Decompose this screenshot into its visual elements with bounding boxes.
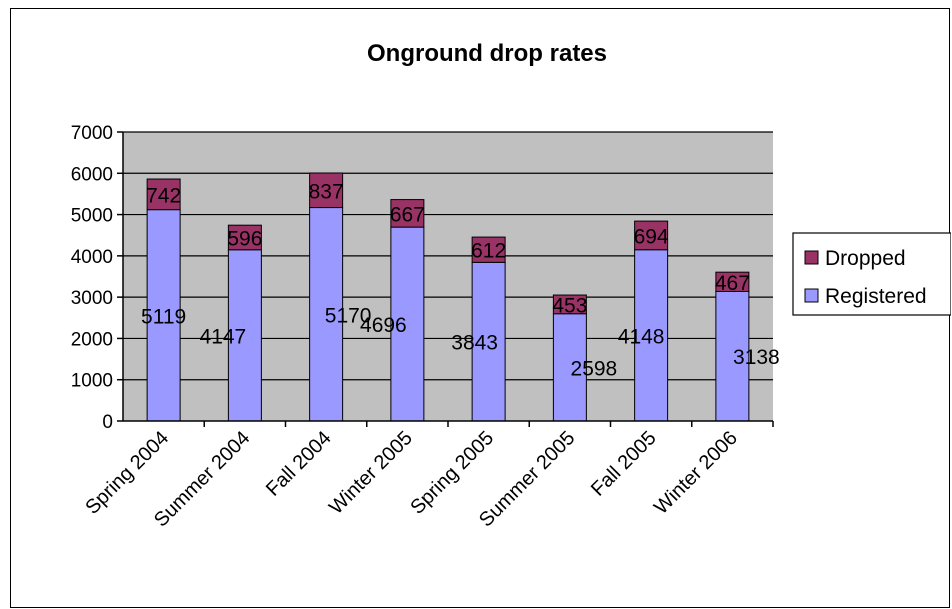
data-label-dropped: 596 bbox=[227, 227, 262, 250]
data-label-registered: 4148 bbox=[618, 325, 665, 348]
y-axis-ticks: 0 1000 2000 3000 4000 5000 6000 7000 bbox=[71, 123, 123, 433]
legend: Dropped Registered bbox=[792, 232, 951, 316]
data-labels: 742 5119 596 4147 837 5170 667 4696 612 3843 453 25… bbox=[141, 180, 780, 380]
bar-registered bbox=[227, 249, 262, 422]
y-tick-label: 4000 bbox=[71, 247, 113, 268]
legend-swatch bbox=[804, 288, 819, 303]
legend-swatch bbox=[804, 250, 819, 265]
bar-chart: Onground drop rates 0 1000 2000 3000 4000 500… bbox=[71, 40, 951, 531]
y-tick-label: 7000 bbox=[71, 123, 113, 144]
y-tick-label: 0 bbox=[102, 412, 113, 433]
y-tick-label: 2000 bbox=[71, 329, 113, 350]
x-tick-label: Winter 2006 bbox=[650, 427, 742, 519]
data-label-dropped: 453 bbox=[552, 294, 587, 317]
data-label-registered: 3843 bbox=[451, 332, 498, 355]
x-tick-label: Fall 2005 bbox=[587, 427, 661, 501]
data-label-registered: 4147 bbox=[200, 325, 247, 348]
bar-dropped bbox=[390, 199, 425, 228]
bar-dropped bbox=[634, 220, 669, 251]
bar-registered bbox=[634, 249, 669, 422]
x-tick-label: Fall 2004 bbox=[262, 427, 336, 501]
y-tick-label: 1000 bbox=[71, 371, 113, 392]
bar-registered bbox=[552, 313, 587, 422]
x-tick-label: Spring 2005 bbox=[406, 427, 498, 519]
data-label-registered: 2598 bbox=[571, 357, 618, 380]
bar-dropped bbox=[471, 236, 506, 263]
bar-dropped bbox=[552, 294, 587, 315]
bar-registered bbox=[390, 226, 425, 422]
y-tick-label: 3000 bbox=[71, 288, 113, 309]
chart-title: Onground drop rates bbox=[367, 40, 607, 67]
y-tick-label: 6000 bbox=[71, 164, 113, 185]
data-label-dropped: 742 bbox=[146, 184, 181, 207]
data-label-registered: 5119 bbox=[141, 305, 186, 328]
data-label-registered: 4696 bbox=[360, 314, 407, 337]
bar-registered bbox=[309, 207, 344, 422]
data-label-registered: 3138 bbox=[733, 346, 780, 369]
bars bbox=[146, 172, 750, 422]
data-label-dropped: 667 bbox=[390, 203, 425, 226]
x-tick-label: Winter 2005 bbox=[325, 427, 417, 519]
plot-area bbox=[123, 132, 773, 421]
data-label-dropped: 467 bbox=[715, 272, 750, 295]
legend-box bbox=[792, 232, 951, 316]
data-label-dropped: 612 bbox=[471, 240, 506, 263]
data-label-dropped: 694 bbox=[634, 225, 669, 248]
chart-area: Onground drop rates 0 1000 2000 3000 4000 500… bbox=[10, 8, 951, 608]
data-label-dropped: 837 bbox=[309, 180, 344, 203]
data-label-registered: 5170 bbox=[325, 304, 372, 327]
bar-dropped bbox=[146, 178, 181, 211]
legend-label: Dropped bbox=[825, 247, 906, 270]
y-tick-label: 5000 bbox=[71, 206, 113, 227]
x-tick-label: Spring 2004 bbox=[81, 427, 173, 519]
bar-dropped bbox=[309, 172, 344, 209]
legend-label: Registered bbox=[825, 285, 927, 308]
bar-dropped bbox=[715, 271, 750, 292]
bar-dropped bbox=[227, 224, 262, 251]
